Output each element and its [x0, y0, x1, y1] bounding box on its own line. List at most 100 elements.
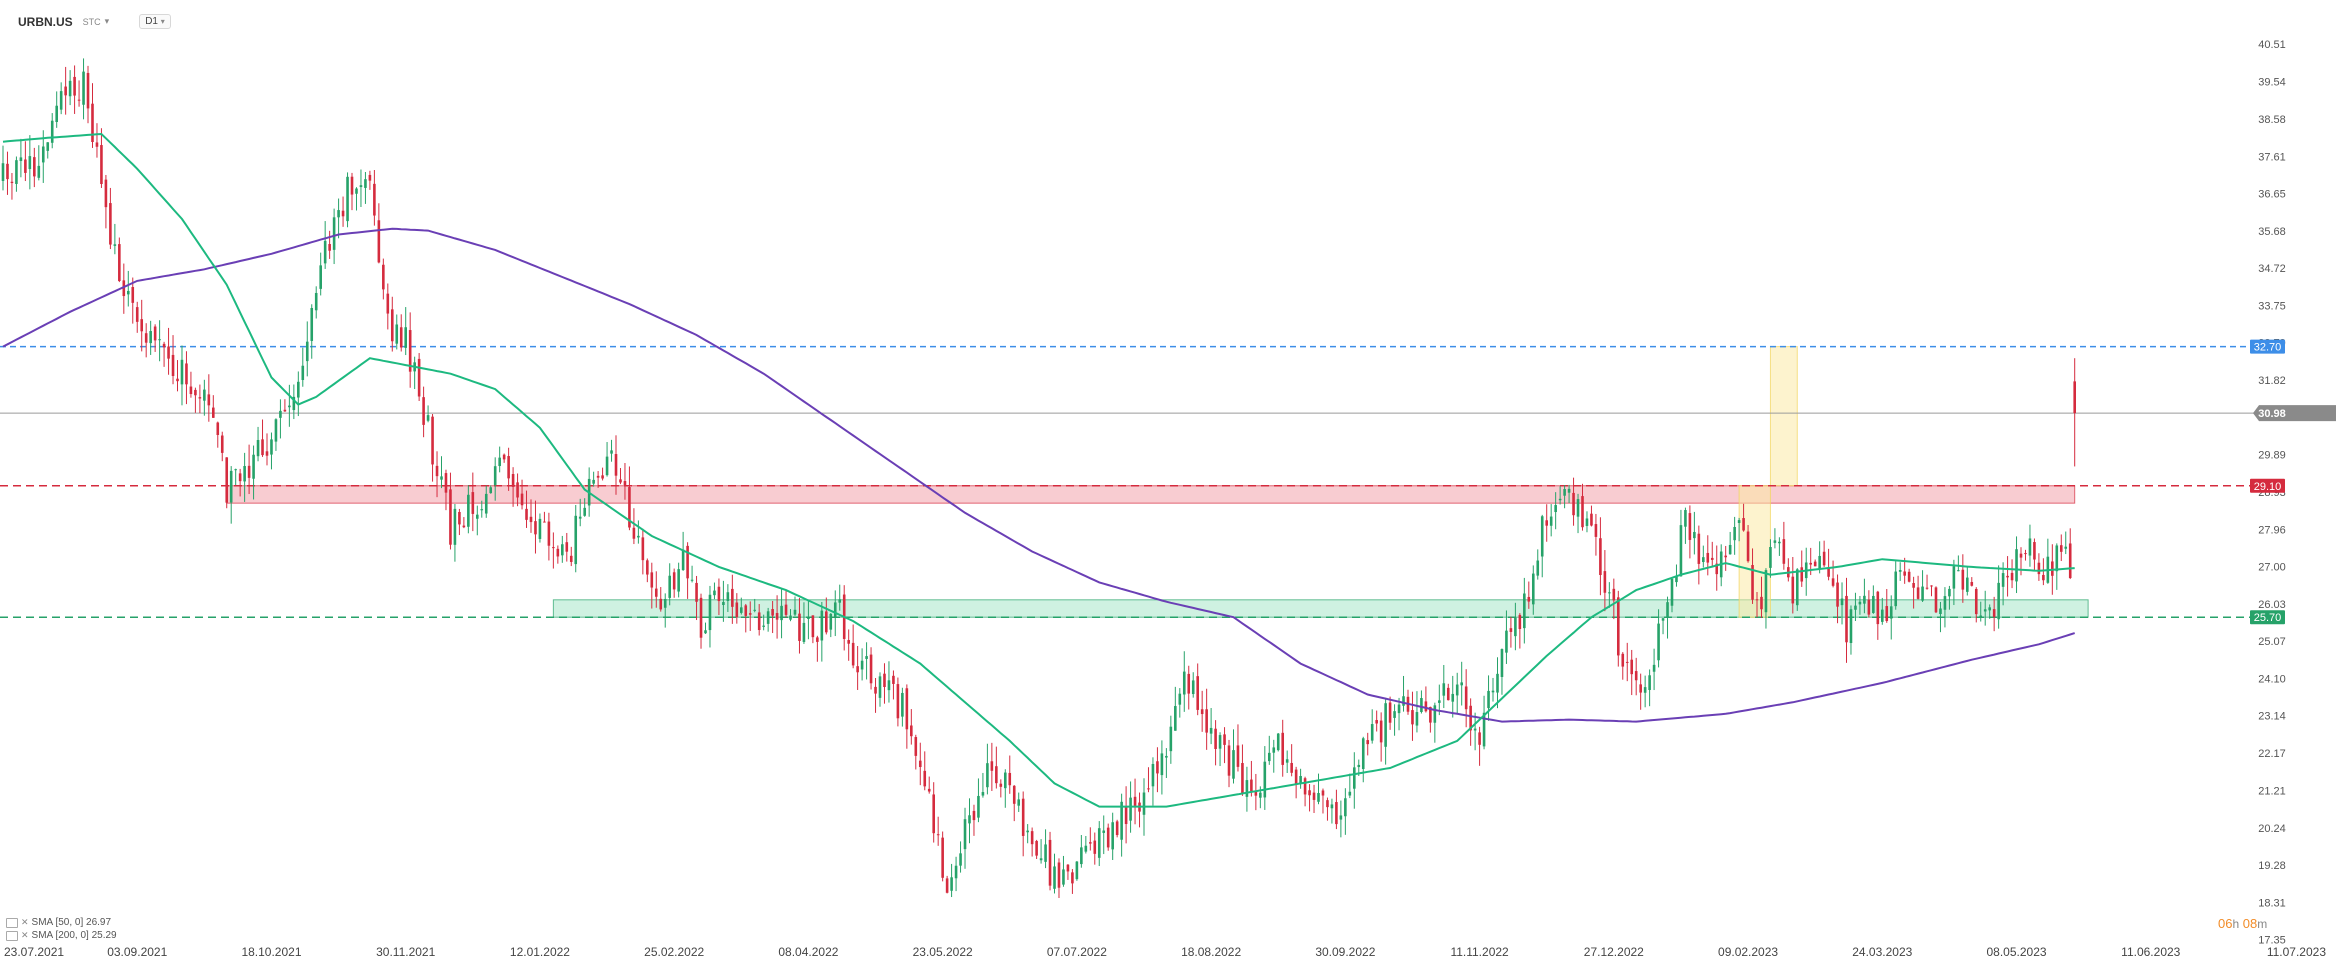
chevron-down-icon[interactable]: ▾: [104, 16, 110, 26]
candle-bullish: [708, 594, 712, 631]
legend-sma200[interactable]: ✕ SMA [200, 0] 25.29: [6, 930, 117, 941]
candle-bearish: [341, 210, 345, 217]
candle-bearish: [1992, 609, 1996, 617]
legend-sma50[interactable]: ✕ SMA [50, 0] 26.97: [6, 917, 111, 928]
candle-bearish: [33, 157, 36, 177]
candle-bullish: [1053, 866, 1056, 889]
x-tick-label: 11.07.2023: [2267, 945, 2326, 959]
candle-bearish: [1800, 567, 1804, 582]
candle-bullish: [480, 509, 484, 511]
candle-bearish: [2024, 553, 2027, 555]
candle-bullish: [780, 605, 783, 621]
candle-bearish: [2068, 543, 2072, 579]
candle-bearish: [923, 770, 927, 787]
candle-bearish: [422, 397, 425, 425]
candle-bullish: [807, 617, 810, 619]
candle-bullish: [332, 217, 336, 250]
timeframe-dropdown[interactable]: D1 ▾: [139, 14, 171, 29]
candle-bearish: [883, 673, 886, 688]
candle-bullish: [762, 625, 765, 627]
candle-bearish: [771, 609, 774, 616]
candle-bearish: [619, 479, 622, 483]
candle-bearish: [131, 287, 135, 303]
candle-bullish: [484, 493, 488, 514]
candle-bullish: [243, 466, 246, 482]
candle-bullish: [1272, 747, 1276, 753]
candle-bullish: [59, 91, 63, 110]
candle-bullish: [753, 609, 757, 611]
candle-bearish: [1876, 591, 1880, 625]
candle-bearish: [798, 613, 801, 641]
x-tick-label: 18.08.2022: [1181, 945, 1241, 959]
candle-bullish: [1353, 767, 1356, 789]
candle-bearish: [2037, 562, 2041, 575]
candle-bullish: [1393, 711, 1396, 718]
indicator-settings-icon[interactable]: [6, 917, 18, 928]
candle-bearish: [1903, 571, 1906, 576]
candle-bearish: [811, 615, 815, 638]
y-tick-label: 31.82: [2258, 375, 2286, 387]
candle-bearish: [220, 435, 224, 453]
candle-bearish: [1294, 769, 1298, 785]
candle-bearish: [1312, 792, 1316, 800]
candle-bearish: [1093, 840, 1097, 854]
candle-bearish: [1115, 821, 1119, 836]
candle-bullish: [1733, 526, 1736, 541]
candle-bearish: [1599, 538, 1602, 576]
x-tick-label: 08.04.2022: [778, 945, 838, 959]
candle-bullish: [1062, 869, 1065, 885]
timer-hours: 06: [2218, 916, 2233, 931]
candle-bearish: [140, 319, 144, 332]
candle-bullish: [1880, 609, 1884, 622]
candle-bullish: [1966, 577, 1969, 592]
candle-bearish: [1755, 599, 1759, 601]
candle-bearish: [1836, 582, 1839, 607]
candle-bullish: [292, 396, 296, 411]
candle-bullish: [1218, 735, 1222, 749]
candle-bullish: [41, 146, 45, 163]
candle-bullish: [1182, 671, 1186, 695]
candle-bullish: [1988, 607, 1991, 611]
candle-bullish: [1858, 601, 1862, 605]
candle-bearish: [507, 456, 510, 479]
candle-bearish: [1930, 585, 1933, 587]
candle-bullish: [489, 487, 493, 494]
candle-bearish: [1974, 588, 1978, 615]
price-tag-support: [2250, 610, 2285, 625]
candle-bullish: [1657, 623, 1660, 661]
candle-bullish: [1849, 609, 1853, 644]
candle-bullish: [1487, 690, 1490, 709]
candle-bearish: [1308, 790, 1311, 796]
candle-bullish: [954, 865, 958, 879]
candle-bullish: [739, 607, 743, 613]
x-tick-label: 11.06.2023: [2121, 945, 2180, 959]
candle-bearish: [601, 475, 604, 479]
candle-bullish: [1728, 544, 1732, 555]
price-tag-label-blue: 32.70: [2254, 342, 2282, 354]
candle-bullish: [574, 515, 578, 565]
close-icon[interactable]: ✕: [21, 930, 29, 940]
candle-bullish: [578, 516, 582, 519]
candle-bearish: [1379, 720, 1383, 743]
close-icon[interactable]: ✕: [21, 917, 29, 927]
candle-bearish: [350, 176, 354, 195]
candle-bearish: [1845, 595, 1848, 643]
chevron-down-icon: ▾: [160, 17, 165, 26]
y-tick-label: 37.61: [2258, 151, 2286, 163]
indicator-settings-icon[interactable]: [6, 930, 18, 941]
candle-bullish: [297, 381, 300, 398]
candle-bearish: [1590, 513, 1593, 526]
symbol-label[interactable]: URBN.US: [18, 14, 73, 29]
candle-bearish: [435, 465, 439, 477]
candle-bearish: [283, 409, 287, 412]
candle-bearish: [2042, 574, 2045, 581]
candle-bearish: [1250, 779, 1253, 792]
candle-bullish: [270, 439, 273, 455]
candle-bearish: [2051, 561, 2054, 576]
candle-bullish: [1473, 728, 1477, 731]
candle-bearish: [1124, 806, 1128, 825]
candle-bullish: [1142, 792, 1146, 815]
candle-bullish: [453, 508, 457, 545]
candle-bearish: [547, 521, 551, 546]
